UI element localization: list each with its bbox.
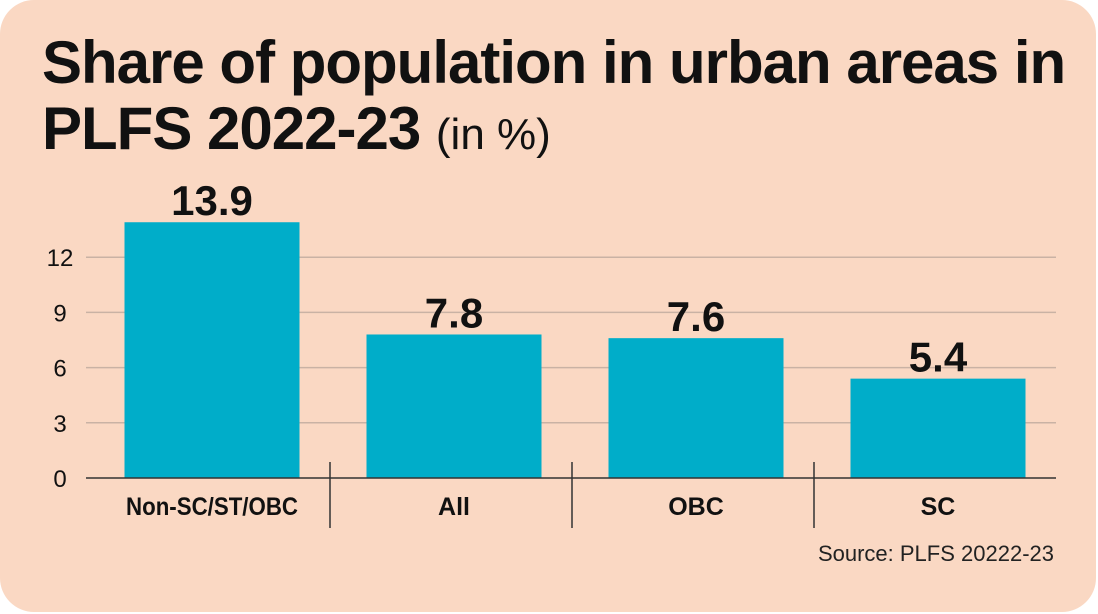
- bar-value-label: 5.4: [909, 334, 968, 381]
- y-tick-label: 0: [53, 466, 66, 493]
- bar-value-label: 7.6: [667, 293, 725, 340]
- source-note: Source: PLFS 20222-23: [817, 541, 1054, 566]
- chart-title-text: Share of population in urban areas in PL…: [42, 29, 1066, 162]
- chart-unit: (in %): [435, 110, 551, 159]
- x-tick-label: OBC: [668, 493, 724, 521]
- y-tick-label: 9: [53, 300, 66, 327]
- bar-value-label: 13.9: [171, 177, 253, 224]
- y-tick-label: 12: [47, 245, 74, 272]
- y-tick-label: 3: [53, 411, 66, 438]
- x-tick-label: SC: [921, 493, 956, 521]
- bar: [608, 338, 784, 478]
- y-tick-label: 6: [53, 356, 66, 383]
- chart-title: Share of population in urban areas in PL…: [42, 30, 1072, 168]
- bar: [366, 334, 542, 478]
- bar: [850, 378, 1026, 478]
- bar: [124, 222, 300, 478]
- bar-value-label: 7.8: [425, 289, 483, 336]
- x-tick-label: Non-SC/ST/OBC: [126, 493, 298, 521]
- x-tick-label: All: [438, 493, 470, 521]
